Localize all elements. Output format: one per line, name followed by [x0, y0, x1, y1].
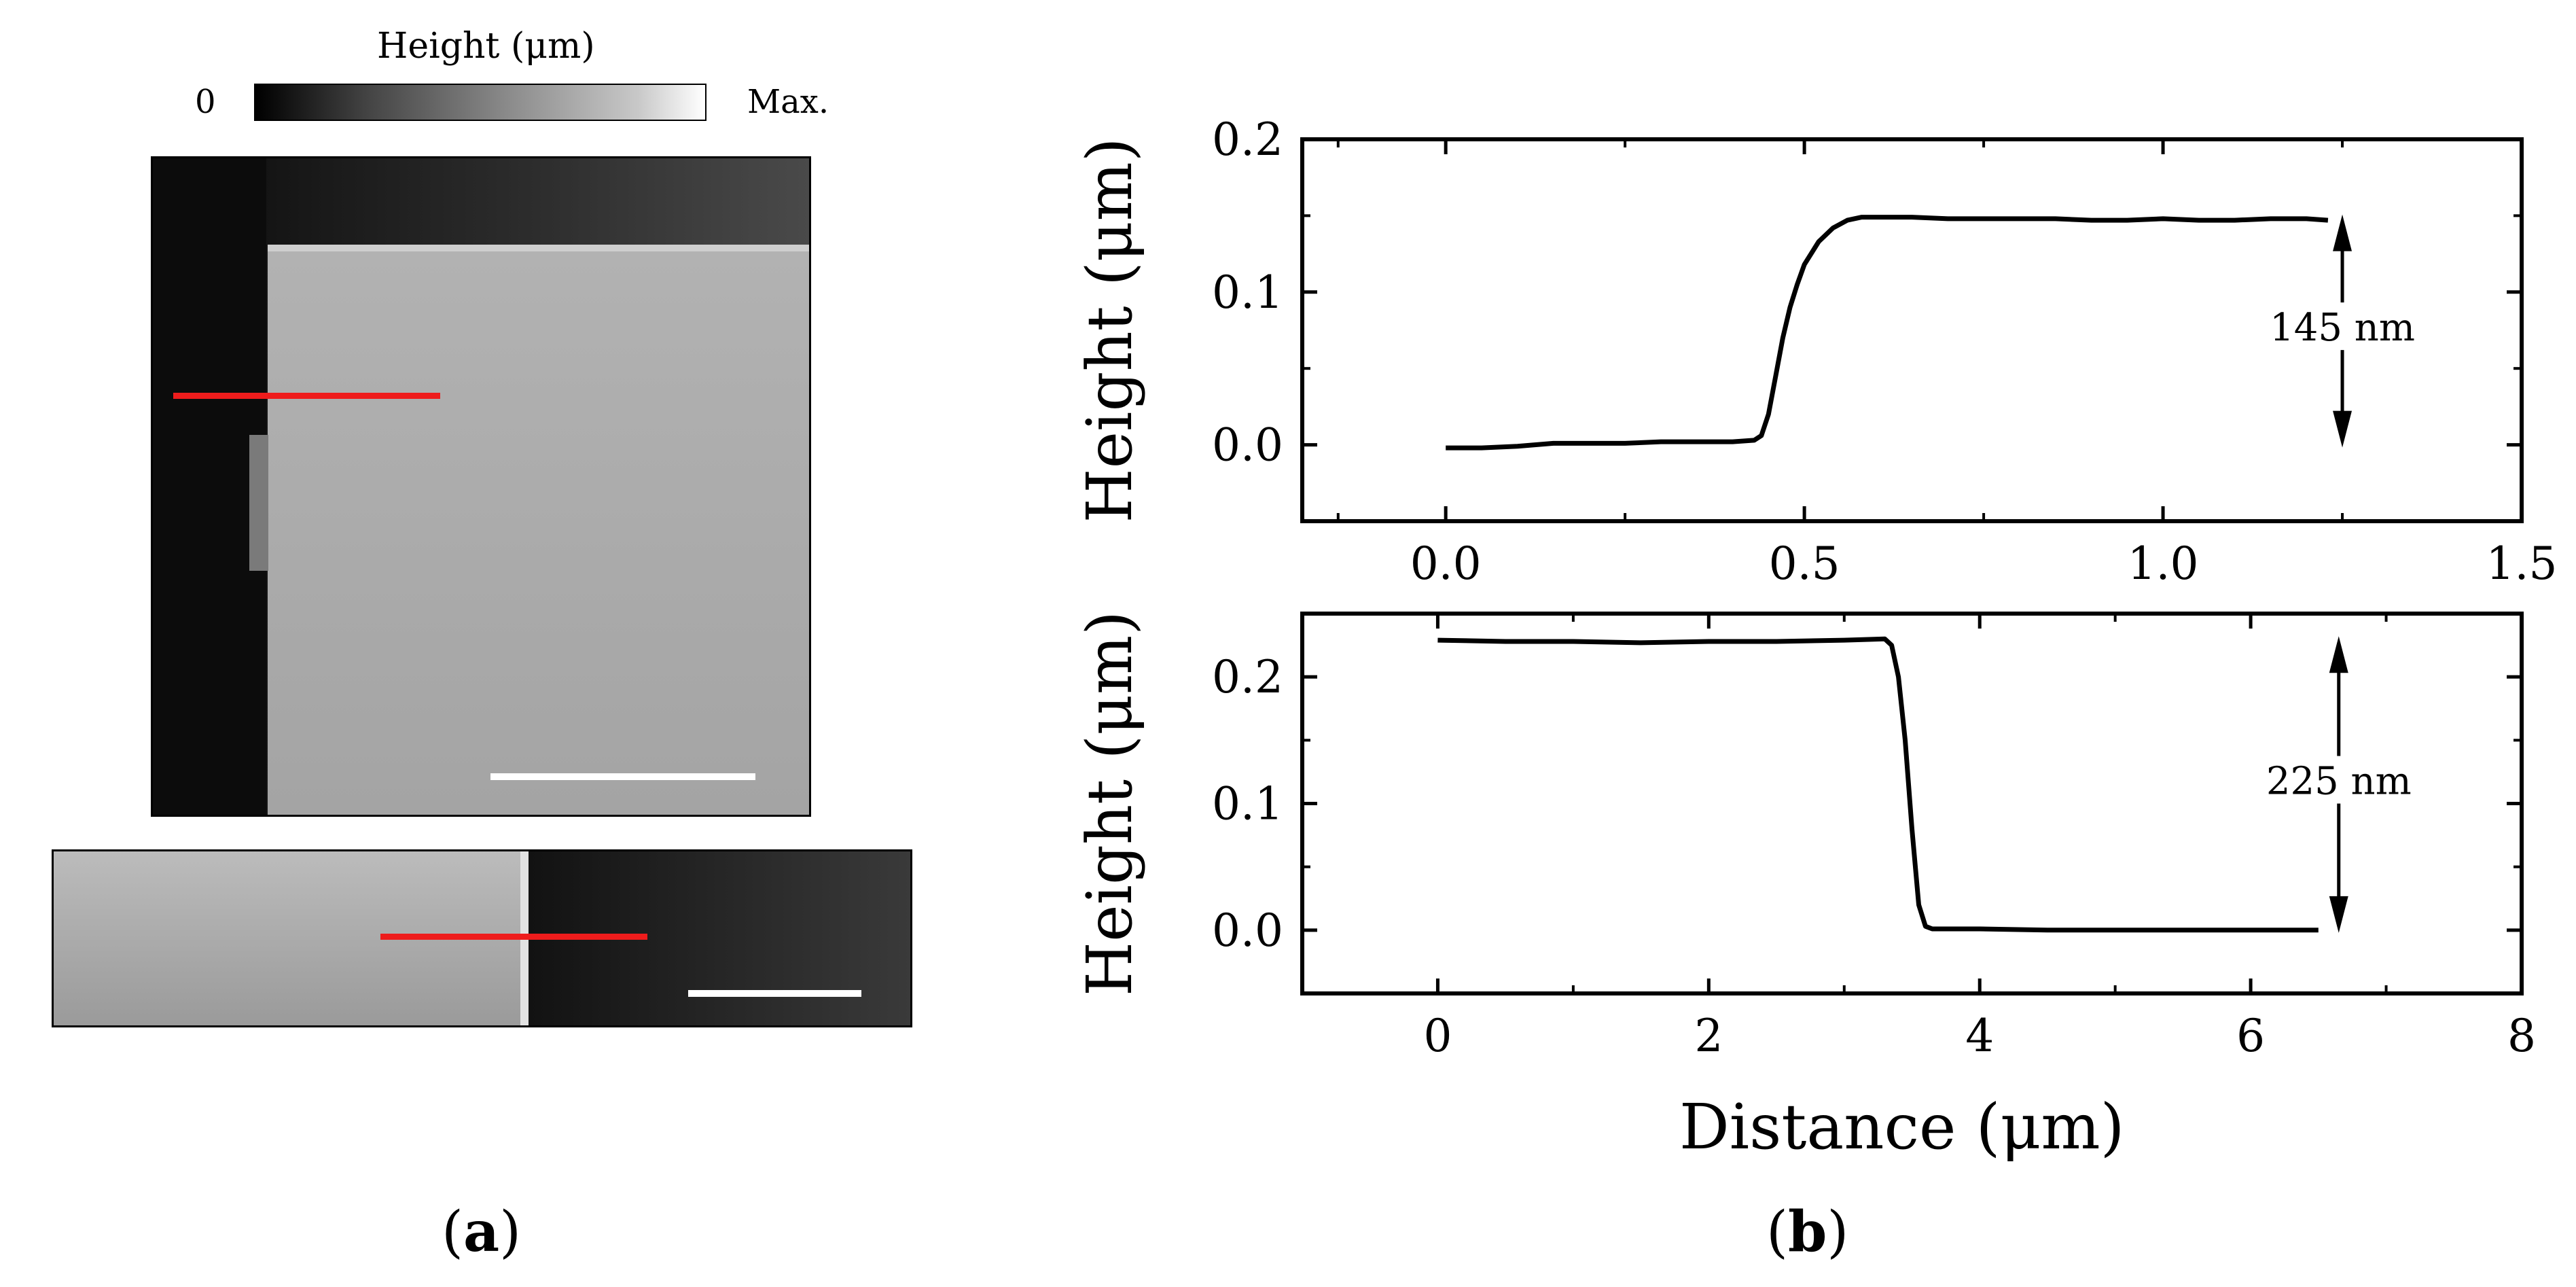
colorbar-max-label: Max. — [747, 83, 829, 121]
panel-label-a: (a) — [442, 1199, 522, 1265]
panel-label-b: (b) — [1766, 1199, 1849, 1265]
panel-label-a-text: a — [463, 1199, 500, 1265]
height-annotation-2: 225 nm — [2266, 760, 2412, 804]
annotation-backdrop-1 — [2268, 302, 2418, 351]
afm-dark-strip — [151, 156, 266, 817]
x-tick-label-2-2: 4 — [1965, 1010, 1994, 1062]
afm-image-top — [151, 156, 811, 817]
x-tick-label-1-2: 1.0 — [2128, 537, 2199, 590]
x-tick-label-1-0: 0.0 — [1410, 537, 1482, 590]
afm-pad-step — [249, 435, 268, 571]
y-tick-label-1-0: 0.0 — [1212, 419, 1283, 472]
panel-label-b-text: b — [1788, 1199, 1827, 1265]
colorbar-title: Height (μm) — [377, 26, 595, 67]
profile-line-bottom — [380, 934, 647, 940]
height-arrowhead-bottom-2 — [2329, 896, 2348, 933]
afm-film-pad — [268, 245, 811, 817]
colorbar — [254, 84, 706, 121]
afm-pad-edge — [268, 245, 811, 251]
x-tick-label-2-1: 2 — [1694, 1010, 1723, 1062]
y-axis-label-2: Height (μm) — [1073, 611, 1146, 996]
height-arrowhead-top-1 — [2333, 214, 2353, 251]
x-axis-label: Distance (μm) — [1679, 1091, 2125, 1163]
data-line-1 — [1446, 215, 2329, 451]
height-annotation-1: 145 nm — [2270, 306, 2415, 350]
y-axis-label-1: Height (μm) — [1073, 137, 1146, 523]
afm-frame-top — [151, 156, 811, 817]
y-tick-label-2-0: 0.0 — [1212, 904, 1283, 957]
scale-bar-top — [490, 773, 755, 780]
y-tick-label-1-1: 0.1 — [1212, 266, 1283, 319]
annotation-backdrop-2 — [2264, 756, 2414, 804]
x-tick-label-1-3: 1.5 — [2486, 537, 2558, 590]
height-arrowhead-top-2 — [2329, 636, 2348, 673]
x-tick-label-2-3: 6 — [2236, 1010, 2265, 1062]
height-arrowhead-bottom-1 — [2333, 410, 2353, 448]
x-tick-label-1-1: 0.5 — [1769, 537, 1840, 590]
x-tick-label-2-4: 8 — [2507, 1010, 2536, 1062]
profile-line-top — [173, 393, 440, 399]
y-tick-label-2-1: 0.1 — [1212, 778, 1283, 830]
colorbar-min-label: 0 — [195, 83, 216, 121]
x-tick-label-2-0: 0 — [1423, 1010, 1452, 1062]
afm-frame-bottom — [52, 849, 912, 1027]
y-tick-label-2-2: 0.2 — [1212, 651, 1283, 703]
plot-frame-1 — [1300, 137, 2524, 523]
y-tick-label-1-2: 0.2 — [1212, 113, 1283, 166]
data-line-2 — [1437, 636, 2319, 933]
scale-bar-bottom — [688, 990, 861, 997]
